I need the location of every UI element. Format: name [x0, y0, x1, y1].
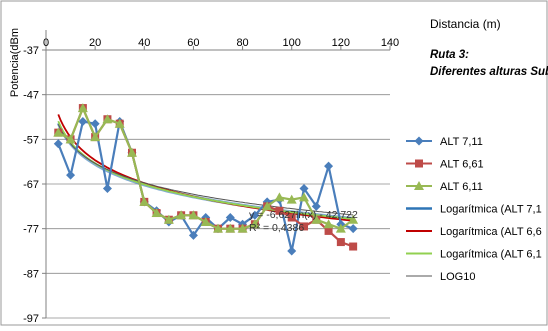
x-tick-label: 140: [381, 37, 399, 49]
y-tick-label: -57: [23, 134, 39, 146]
legend-item: ALT 7,11: [406, 136, 483, 148]
data-point-square: [275, 206, 284, 215]
legend-item: Logarítmica (ALT 7,1: [406, 204, 542, 216]
trendline-equation: y = -6,627ln(x) - 42,722: [249, 209, 358, 221]
data-point-diamond: [66, 170, 76, 180]
data-point-triangle: [335, 223, 346, 233]
data-point-triangle: [114, 118, 125, 128]
y-axis-label: Potencia(dBm: [9, 28, 21, 97]
legend-item: ALT 6,61: [406, 159, 484, 171]
data-point-square: [300, 222, 308, 231]
y-tick-label: -97: [23, 313, 39, 325]
legend-label: ALT 6,11: [440, 181, 483, 193]
x-tick-label: 120: [332, 37, 350, 49]
trendline-4: [57, 124, 354, 216]
data-point-triangle: [188, 210, 199, 220]
y-tick-labels: -37 -47 -57 -67 -77 -87 -97: [23, 45, 39, 325]
data-point-diamond: [311, 201, 321, 211]
data-point-diamond: [324, 161, 334, 171]
x-tick-labels: 0 20 40 60 80 100 120 140: [43, 37, 399, 49]
data-point-triangle: [299, 192, 309, 202]
data-point-triangle: [77, 103, 88, 113]
data-point-diamond: [299, 183, 309, 193]
data-point-triangle: [249, 219, 260, 229]
chart-title-line-1: Ruta 3:: [430, 49, 469, 61]
data-point-triangle: [262, 201, 273, 211]
data-series: [53, 103, 359, 256]
data-point-square: [287, 213, 296, 222]
data-point-diamond: [348, 224, 358, 234]
data-point-triangle: [102, 114, 113, 124]
data-point-triangle: [53, 127, 64, 137]
data-point-triangle: [65, 134, 76, 144]
data-point-triangle: [163, 214, 174, 224]
y-tick-label: -47: [23, 90, 39, 102]
data-point-square: [415, 159, 423, 168]
data-point-triangle: [286, 194, 297, 204]
trendline-r2: R² = 0,4386: [249, 222, 304, 234]
data-point-diamond: [414, 136, 424, 146]
legend: ALT 7,11 ALT 6,61 ALT 6,11 Logarítmica (ALT…: [406, 136, 542, 283]
chart-title-line-2: Diferentes alturas Suburbano3: [430, 66, 548, 78]
data-point-diamond: [102, 183, 112, 193]
data-point-square: [349, 242, 358, 251]
legend-item: ALT 6,11: [406, 181, 483, 193]
legend-label: Logarítmica (ALT 6,1: [440, 249, 542, 261]
data-point-triangle: [213, 223, 223, 233]
y-tick-label: -87: [23, 268, 39, 280]
x-tick-label: 80: [236, 37, 248, 49]
legend-label: ALT 6,61: [440, 159, 484, 171]
data-point-triangle: [274, 192, 285, 202]
trendlines: [56, 114, 354, 222]
data-point-triangle: [225, 223, 236, 233]
data-point-triangle: [176, 210, 187, 220]
x-tick-label: 100: [283, 37, 301, 49]
legend-item: Logarítmica (ALT 6,1: [406, 249, 542, 261]
data-point-diamond: [188, 230, 198, 240]
data-point-diamond: [53, 139, 63, 149]
data-point-triangle: [90, 132, 101, 142]
y-tick-label: -77: [23, 224, 39, 236]
legend-label: LOG10: [440, 271, 475, 283]
x-tick-label: 0: [43, 37, 49, 49]
x-axis-label: Distancia (m): [430, 17, 501, 31]
legend-label: ALT 7,11: [440, 136, 483, 148]
data-point-triangle: [323, 219, 334, 229]
data-point-triangle: [139, 196, 150, 206]
data-point-diamond: [90, 119, 100, 129]
data-point-square: [336, 238, 345, 247]
y-tick-label: -67: [23, 179, 39, 191]
legend-label: Logarítmica (ALT 6,6: [440, 226, 542, 238]
data-point-triangle: [200, 216, 211, 226]
data-point-square: [324, 226, 333, 235]
data-point-triangle: [127, 147, 137, 157]
data-point-diamond: [225, 213, 235, 222]
data-point-diamond: [287, 246, 297, 256]
series-3: [53, 103, 359, 233]
x-tick-label: 60: [187, 37, 199, 49]
x-tick-label: 40: [138, 37, 150, 49]
chart-title: Ruta 3: Diferentes alturas Suburbano3: [430, 49, 548, 78]
data-point-diamond: [78, 116, 88, 126]
data-point-triangle: [414, 181, 424, 190]
data-point-triangle: [151, 208, 162, 218]
data-point-triangle: [348, 214, 359, 224]
y-tick-label: -37: [23, 45, 39, 57]
legend-label: Logarítmica (ALT 7,1: [440, 204, 542, 216]
legend-item: Logarítmica (ALT 6,6: [406, 226, 542, 238]
x-tick-label: 20: [89, 37, 101, 49]
data-point-diamond: [250, 210, 260, 220]
axes: [42, 30, 391, 319]
legend-item: LOG10: [406, 271, 475, 283]
data-point-triangle: [311, 214, 322, 224]
data-point-triangle: [237, 223, 248, 233]
